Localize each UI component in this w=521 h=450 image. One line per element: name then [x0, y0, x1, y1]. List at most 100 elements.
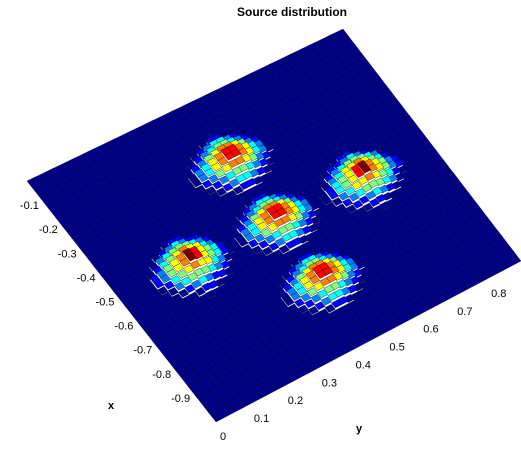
surface-cell [254, 233, 266, 243]
x-tick-label: -0.3 [58, 248, 77, 260]
surface-cell [303, 280, 314, 290]
surface-cell [216, 187, 227, 197]
surface-cell [368, 179, 379, 189]
surface-cell [201, 282, 213, 292]
surface-cell [321, 196, 333, 206]
x-tick-label: -0.5 [96, 297, 115, 309]
x-tick-label: -0.7 [133, 345, 152, 357]
surface-cell [360, 164, 372, 174]
surface-cell [153, 279, 165, 289]
y-axis-ticks: 0 0.1 0.2 0.3 0.4 0.5 0.6 0.7 0.8 [220, 288, 506, 443]
surface-cell [211, 413, 223, 423]
surface-cell [205, 289, 217, 299]
surface-cell [221, 163, 233, 173]
surface-cell [319, 277, 331, 287]
surface-cell [358, 195, 370, 205]
surface-cell [332, 197, 343, 206]
surface-cell [176, 269, 188, 279]
surface-cell [157, 286, 169, 295]
surface-cell [364, 172, 376, 181]
surface-cell [257, 221, 268, 231]
surface-cell [166, 268, 178, 278]
x-axis-ticks: -0.9-0.8-0.7-0.6 -0.5 -0.4-0.3-0.2-0.1 [20, 200, 190, 405]
y-tick-label: 0.7 [457, 306, 472, 318]
surface-cell [304, 299, 316, 308]
surface-cell [361, 183, 373, 193]
surface-cell [201, 179, 213, 189]
surface-cell [273, 218, 285, 227]
x-axis-label: x [108, 400, 115, 412]
surface-cell [224, 151, 235, 161]
surface-cell [294, 298, 305, 308]
surface-cell [163, 280, 175, 290]
surface-cell [313, 281, 325, 291]
surface-cell [338, 191, 350, 201]
surface-cell [251, 245, 263, 255]
surface-cell [290, 291, 302, 301]
surface-cell [205, 186, 217, 195]
y-axis-label: y [356, 423, 363, 435]
surface-cell [371, 186, 383, 196]
surface-cell [281, 232, 293, 242]
surface-cell [248, 239, 259, 248]
surface-cell [232, 185, 244, 195]
surface-cell [160, 274, 171, 284]
surface-cell [227, 159, 239, 168]
y-tick-label: 0.5 [389, 342, 404, 354]
surface-cell [189, 260, 201, 269]
surface-cell [369, 198, 380, 207]
surface-cell [323, 284, 335, 294]
x-tick-label: -0.9 [171, 393, 190, 405]
x-tick-label: -0.1 [20, 200, 39, 212]
surface-cell [231, 166, 243, 176]
surface-cell [225, 170, 237, 180]
surface-cell [191, 279, 202, 289]
surface-cell [331, 299, 342, 309]
surface-cell [341, 180, 352, 189]
surface-cell [208, 174, 220, 183]
surface-cell [283, 297, 295, 307]
surface-cell [365, 190, 377, 200]
surface-cell [211, 162, 222, 172]
surface-cell [263, 216, 275, 225]
surface-cell [317, 289, 328, 299]
surface-cell [178, 288, 190, 298]
surface-cell [229, 178, 240, 188]
surface-cell [184, 284, 196, 293]
surface-cell [298, 304, 309, 314]
surface-cell [258, 239, 270, 249]
chart-title: Source distribution [237, 5, 347, 19]
surface-cell [278, 244, 290, 254]
surface-cell [193, 267, 205, 277]
surface-cell [375, 194, 387, 203]
x-tick-label: -0.8 [152, 369, 171, 381]
surface-cell [222, 182, 234, 192]
surface-cell [197, 275, 209, 284]
surface-cell [314, 301, 326, 311]
surface-cell [334, 185, 346, 195]
surface-cell [264, 234, 276, 244]
surface-cell [285, 240, 297, 250]
surface-cell [212, 180, 224, 190]
surface-cell [342, 198, 354, 207]
surface-cell [191, 178, 203, 188]
surface-cell [275, 237, 286, 247]
surface-cell [309, 275, 321, 285]
y-tick-label: 0.6 [423, 324, 438, 336]
surface-cell [315, 269, 327, 279]
surface-cell [170, 275, 182, 285]
surface-cell [214, 168, 226, 178]
surface-mesh [26, 28, 521, 423]
surface-cell [306, 287, 318, 297]
surface-cell [187, 272, 199, 281]
surface-cell [321, 296, 332, 306]
surface-cell [310, 293, 322, 303]
surface-cell [237, 238, 249, 247]
surface-cell [357, 176, 369, 185]
surface-cell [250, 227, 262, 236]
y-tick-label: 0.4 [356, 359, 371, 371]
surface-cell [244, 232, 255, 242]
surface-cell [379, 201, 391, 210]
surface-cell [362, 202, 374, 212]
y-tick-label: 0.8 [491, 288, 506, 300]
